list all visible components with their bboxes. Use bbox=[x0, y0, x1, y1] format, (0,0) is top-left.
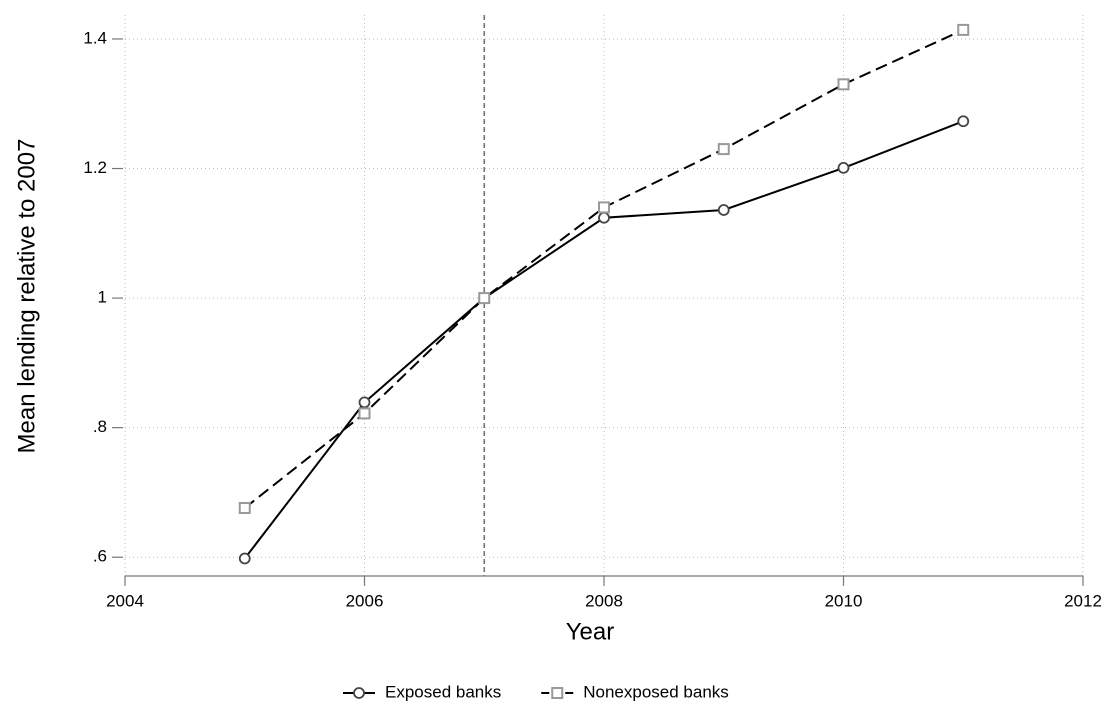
marker bbox=[238, 552, 251, 565]
x-tick-label: 2012 bbox=[1064, 591, 1102, 610]
marker bbox=[837, 78, 850, 91]
legend-marker bbox=[353, 687, 365, 699]
marker bbox=[717, 143, 730, 156]
marker bbox=[717, 204, 730, 216]
x-tick-label: 2006 bbox=[346, 591, 384, 610]
marker bbox=[238, 501, 251, 514]
marker bbox=[957, 115, 970, 128]
legend-label: Exposed banks bbox=[385, 682, 501, 701]
legend-label: Nonexposed banks bbox=[583, 682, 729, 701]
marker bbox=[598, 201, 610, 214]
y-tick-label: 1.2 bbox=[83, 158, 107, 177]
x-tick-label: 2010 bbox=[825, 591, 863, 610]
marker bbox=[837, 161, 850, 174]
y-axis-label: Mean lending relative to 2007 bbox=[13, 139, 40, 454]
marker bbox=[358, 396, 371, 409]
marker bbox=[478, 292, 491, 305]
y-tick-label: .8 bbox=[93, 417, 107, 436]
marker bbox=[957, 23, 970, 36]
y-tick-label: 1 bbox=[98, 288, 107, 307]
x-tick-label: 2004 bbox=[106, 591, 144, 610]
x-tick-label: 2008 bbox=[585, 591, 623, 610]
marker bbox=[358, 407, 371, 420]
marker bbox=[598, 211, 610, 224]
legend-marker bbox=[551, 687, 564, 699]
x-axis-label: Year bbox=[566, 618, 615, 645]
y-tick-label: 1.4 bbox=[83, 28, 107, 47]
y-tick-label: .6 bbox=[93, 547, 107, 566]
line bbox=[244, 28, 964, 509]
